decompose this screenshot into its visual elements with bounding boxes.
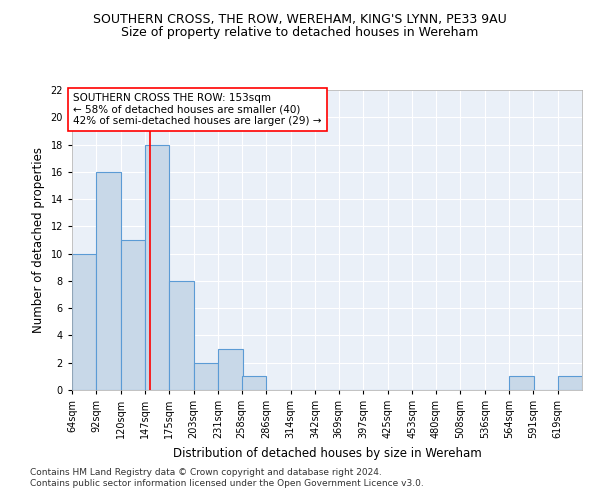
Text: Size of property relative to detached houses in Wereham: Size of property relative to detached ho…	[121, 26, 479, 39]
Bar	[194, 362, 218, 390]
Bar	[242, 376, 266, 390]
Text: SOUTHERN CROSS, THE ROW, WEREHAM, KING'S LYNN, PE33 9AU: SOUTHERN CROSS, THE ROW, WEREHAM, KING'S…	[93, 12, 507, 26]
Bar	[557, 376, 582, 390]
Bar	[218, 349, 242, 390]
Bar	[121, 240, 145, 390]
X-axis label: Distribution of detached houses by size in Wereham: Distribution of detached houses by size …	[173, 446, 481, 460]
Text: Contains HM Land Registry data © Crown copyright and database right 2024.
Contai: Contains HM Land Registry data © Crown c…	[30, 468, 424, 487]
Bar	[145, 144, 169, 390]
Bar	[97, 172, 121, 390]
Text: SOUTHERN CROSS THE ROW: 153sqm
← 58% of detached houses are smaller (40)
42% of : SOUTHERN CROSS THE ROW: 153sqm ← 58% of …	[73, 92, 322, 126]
Y-axis label: Number of detached properties: Number of detached properties	[32, 147, 45, 333]
Bar	[509, 376, 534, 390]
Bar	[72, 254, 97, 390]
Bar	[169, 281, 194, 390]
